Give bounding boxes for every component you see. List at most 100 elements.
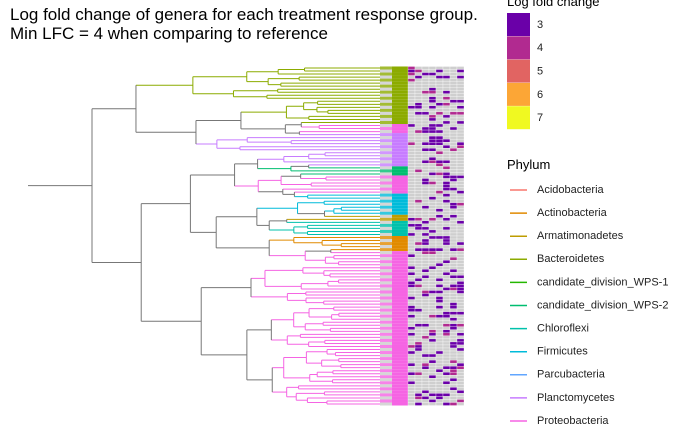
heat-cell	[421, 154, 430, 158]
heat-cell	[421, 184, 430, 188]
heat-cell	[414, 372, 423, 376]
heat-cell	[414, 250, 423, 255]
heat-cell	[442, 220, 451, 225]
heat-cell	[407, 247, 416, 252]
heat-cell	[449, 72, 458, 76]
heat-cell	[449, 66, 458, 70]
heat-cell	[442, 117, 451, 122]
heat-cell	[449, 308, 458, 312]
heat-cell	[421, 375, 430, 379]
heat-cell	[449, 399, 458, 403]
heat-cell	[456, 175, 465, 179]
heat-cell	[407, 369, 416, 373]
heat-cell	[435, 362, 444, 367]
heat-cell	[414, 138, 423, 143]
heat-cell	[449, 257, 458, 261]
heat-cell	[456, 181, 465, 185]
heat-cell	[392, 93, 408, 97]
heat-cell	[456, 166, 465, 170]
heat-cell	[414, 260, 423, 264]
heat-cell	[435, 332, 444, 337]
heat-cell	[456, 202, 465, 206]
heat-cell	[442, 347, 451, 352]
heat-cell	[392, 142, 408, 146]
heat-cell	[392, 114, 408, 118]
heat-cell	[442, 378, 451, 382]
heat-cell	[421, 205, 430, 209]
legend-label: 4	[537, 42, 543, 54]
heat-cell	[414, 332, 423, 337]
heat-cell	[414, 111, 423, 116]
heat-cell	[414, 402, 423, 406]
heat-cell	[407, 214, 416, 218]
heat-cell	[421, 372, 430, 376]
legend-label: candidate_division_WPS-1	[537, 276, 668, 288]
heat-cell	[392, 248, 408, 252]
heat-cell	[392, 338, 408, 342]
heat-cell	[392, 214, 408, 218]
heat-cell	[449, 178, 458, 182]
heat-cell	[407, 272, 416, 276]
heat-cell	[428, 378, 437, 382]
heat-cell	[380, 260, 392, 264]
heat-cell	[442, 123, 451, 128]
heat-cell	[407, 238, 416, 243]
heat-cell	[449, 314, 458, 318]
legend-title: Phylum	[507, 157, 550, 172]
heat-cell	[435, 181, 444, 185]
heat-cell	[449, 187, 458, 191]
heat-cell	[421, 266, 430, 270]
heat-cell	[428, 299, 437, 303]
heat-cell	[414, 72, 423, 76]
heat-cell	[380, 254, 392, 258]
heat-cell	[456, 172, 465, 176]
heat-cell	[407, 266, 416, 270]
heat-cell	[421, 160, 430, 164]
heat-cell	[449, 69, 458, 73]
heat-cell	[380, 266, 392, 270]
heat-cell	[407, 359, 416, 364]
heat-cell	[435, 235, 444, 240]
heat-cell	[428, 126, 437, 131]
heat-cell	[442, 402, 451, 406]
heat-cell	[456, 232, 465, 237]
heat-cell	[414, 317, 423, 321]
heat-cell	[414, 154, 423, 158]
heat-cell	[435, 402, 444, 406]
heat-cell	[392, 257, 408, 261]
heat-cell	[435, 384, 444, 388]
heat-cell	[392, 263, 408, 267]
heat-cell	[449, 163, 458, 167]
heat-cell	[414, 214, 423, 218]
heat-cell	[380, 181, 392, 185]
heat-cell	[407, 205, 416, 209]
heat-cell	[428, 99, 437, 103]
heat-cell	[380, 93, 392, 97]
heat-cell	[392, 320, 408, 324]
heat-cell	[421, 208, 430, 212]
heat-cell	[380, 223, 392, 227]
heat-cell	[380, 75, 392, 79]
heat-cell	[380, 169, 392, 173]
heat-cell	[449, 338, 458, 343]
heat-cell	[449, 353, 458, 358]
heat-cell	[392, 387, 408, 391]
heat-cell	[392, 278, 408, 282]
heat-cell	[414, 390, 423, 394]
heat-cell	[442, 135, 451, 140]
heat-cell	[421, 126, 430, 131]
heat-cell	[380, 372, 392, 376]
heat-cell	[392, 239, 408, 243]
heat-cell	[421, 196, 430, 200]
heat-cell	[435, 157, 444, 161]
heat-cell	[449, 78, 458, 82]
heat-cell	[435, 78, 444, 82]
heat-cell	[421, 296, 430, 300]
heat-cell	[456, 359, 465, 364]
heat-cell	[456, 129, 465, 134]
heat-cell	[380, 272, 392, 276]
heat-cell	[407, 402, 416, 406]
heat-cell	[442, 178, 451, 182]
heat-cell	[442, 293, 451, 297]
heat-cell	[435, 393, 444, 397]
